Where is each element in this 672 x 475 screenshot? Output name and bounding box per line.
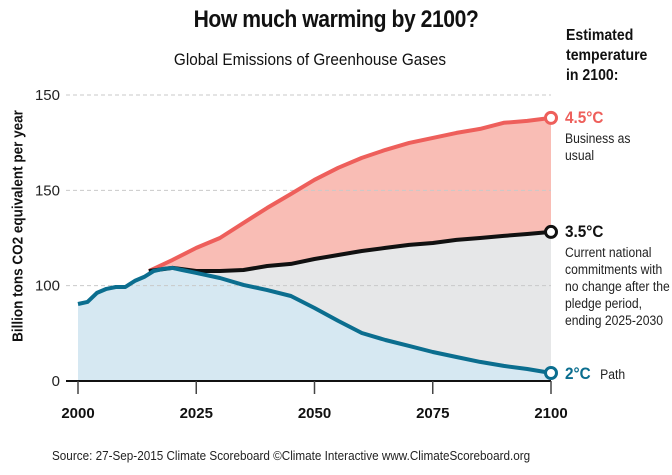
y-tick-label: 0 — [52, 373, 60, 390]
line-4-5c — [148, 115, 552, 273]
marker-2c — [544, 365, 558, 380]
annotation-3-5c-value: 3.5°C — [565, 222, 604, 241]
annotation-3-5c-desc: Current national commitments with no cha… — [565, 245, 670, 328]
chart-title: How much warming by 2100? — [193, 6, 479, 33]
chart-subtitle: Global Emissions of Greenhouse Gases — [173, 50, 447, 69]
x-tick-label: 2075 — [416, 405, 449, 422]
annotation-4-5c: 4.5°C Business as usual — [565, 108, 655, 164]
marker-3-5c — [544, 224, 558, 239]
annotation-2c-desc: Path — [600, 367, 626, 382]
annotation-2c: 2°C Path — [565, 364, 625, 384]
annotation-2c-value: 2°C — [565, 364, 591, 383]
annotation-4-5c-value: 4.5°C — [565, 108, 604, 127]
x-tick-label: 2000 — [61, 405, 94, 422]
source-note: Source: 27-Sep-2015 Climate Scoreboard ©… — [52, 448, 531, 463]
x-tick-label: 2050 — [298, 405, 331, 422]
y-tick-label: 150 — [35, 87, 60, 104]
line-2c — [77, 265, 552, 375]
x-tick-label: 2025 — [180, 405, 213, 422]
y-tick-label: 100 — [35, 278, 60, 295]
legend-header: Estimated temperature in 2100: — [566, 27, 648, 84]
line-3-5c — [148, 229, 552, 273]
marker-4-5c — [544, 110, 558, 125]
annotation-4-5c-desc: Business as usual — [565, 131, 631, 163]
y-tick-label: 150 — [35, 182, 60, 199]
annotation-3-5c: 3.5°C Current national commitments with … — [565, 222, 671, 329]
x-tick-label: 2100 — [534, 405, 567, 422]
